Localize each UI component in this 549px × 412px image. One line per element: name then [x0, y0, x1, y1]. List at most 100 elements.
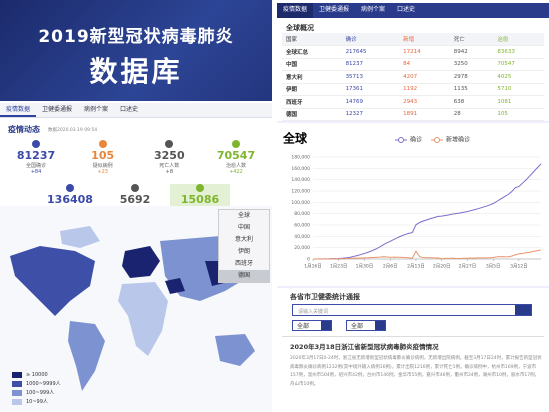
banner-subtitle: 数据库 [89, 55, 183, 88]
legend-swatch [12, 398, 22, 405]
select[interactable]: 全部 [292, 320, 332, 331]
y-tick-label: 40,000 [294, 234, 310, 240]
nav-item[interactable]: 卫健委通报 [319, 6, 350, 13]
x-tick-label: 2月27日 [459, 264, 477, 270]
y-tick-label: 0 [307, 257, 310, 263]
nav-item[interactable]: 病例个案 [361, 6, 386, 13]
table-cell: 意大利 [282, 70, 342, 84]
divider [277, 121, 549, 123]
dropdown-option[interactable]: 西班牙 [234, 260, 253, 267]
table-header: 国家 确诊 新增 死亡 治愈 [282, 33, 544, 46]
table-cell: 35713 [341, 70, 400, 84]
dropdown-option[interactable]: 意大利 [234, 236, 253, 243]
nav-item[interactable]: 病例个案 [84, 106, 109, 113]
region-dropdown[interactable]: 全球中国意大利伊朗西班牙德国 [218, 209, 270, 283]
bulletin-title: 各省市卫健委统计通报 [290, 293, 360, 301]
legend-item: ≥ 10000 [12, 370, 61, 379]
select-label: 全部 [297, 323, 310, 330]
nav-item[interactable]: 疫情数据 [277, 3, 314, 18]
search-placeholder: 请输入关键词 [298, 309, 329, 315]
table-cell: 中国 [282, 58, 342, 71]
stat: 81237 全国确诊 +84 [6, 140, 66, 175]
dynamics-title: 疫情动态 [8, 125, 40, 134]
nav-item[interactable]: 疫情数据 [0, 103, 37, 117]
table-cell: 3250 [449, 58, 494, 71]
header-cell: 确诊 [341, 33, 400, 46]
stat-icon [196, 184, 204, 192]
chart-title: 全球 [282, 131, 308, 146]
legend-label: 确诊 [410, 136, 422, 144]
nav-item[interactable]: 卫健委通报 [42, 106, 73, 113]
nav-item[interactable]: 口述史 [397, 6, 416, 13]
legend-item: 1000~9999人 [12, 379, 61, 388]
table-cell: 德国 [282, 108, 342, 121]
table-cell: 17361 [341, 83, 400, 96]
table-cell: 1081 [493, 95, 544, 109]
nav-item[interactable]: 口述史 [120, 106, 139, 113]
header-cell: 新增 [399, 33, 450, 46]
select[interactable]: 全部 [346, 320, 386, 331]
australia [215, 334, 255, 366]
dropdown-option[interactable]: 中国 [237, 224, 250, 231]
x-tick-label: 2月20日 [433, 264, 451, 270]
table-cell: 12327 [341, 108, 400, 121]
table-row: 中国 81237 84 3250 70547 [282, 58, 544, 71]
legend-label: 新增确诊 [446, 136, 470, 144]
y-tick-label: 140,000 [291, 177, 310, 183]
y-tick-label: 120,000 [291, 189, 310, 195]
map-legend: ≥ 10000 1000~9999人 100~999人 10~99人 [12, 370, 61, 406]
search-box[interactable]: 请输入关键词 [292, 304, 532, 316]
stat-icon [131, 184, 139, 192]
table-cell: 84 [399, 58, 450, 71]
stat-change: +84 [30, 169, 42, 175]
dropdown-option[interactable]: 全球 [237, 212, 250, 219]
stat: 136408 [40, 184, 100, 206]
y-tick-label: 100,000 [291, 200, 310, 206]
table-cell: 2978 [449, 70, 494, 84]
stat-change: +8 [165, 169, 173, 175]
legend-label: 1000~9999人 [26, 381, 61, 387]
table-cell: 全球汇总 [282, 45, 342, 59]
x-tick-label: 1月16日 [304, 264, 322, 270]
x-tick-label: 2月6日 [383, 264, 398, 270]
table-cell: 4025 [493, 70, 544, 84]
divider [282, 336, 544, 337]
stat-icon [231, 140, 240, 148]
stat: 5692 [105, 184, 165, 206]
select-label: 全部 [351, 323, 364, 330]
y-tick-label: 160,000 [291, 166, 310, 172]
stat-value: 81237 [16, 149, 56, 162]
stat-icon [98, 140, 107, 148]
banner: 2019新型冠状病毒肺炎 数据库 [0, 0, 272, 101]
legend-swatch [12, 389, 22, 396]
stat-label: 全国确诊 [25, 163, 46, 169]
table-cell: 17214 [399, 45, 450, 59]
table-cell: 70547 [493, 58, 544, 71]
stat: 105 疑似病例 +23 [73, 140, 133, 175]
legend-marker [434, 137, 440, 143]
table-cell: 105 [493, 108, 544, 121]
left-nav: 疫情数据 卫健委通报 病例个案 口述史 [0, 103, 272, 118]
dropdown-option[interactable]: 德国 [219, 270, 269, 282]
search-button[interactable] [515, 305, 531, 315]
dynamics-time: 数据2020.03.19 09:54 [48, 128, 98, 133]
dropdown-option[interactable]: 伊朗 [237, 248, 250, 255]
stat: 70547 治愈人数 +422 [206, 140, 266, 175]
right-nav: 疫情数据 卫健委通报 病例个案 口述史 [277, 3, 549, 18]
table-cell: 1891 [399, 108, 450, 121]
stat-label: 疑似病例 [92, 163, 113, 169]
stats2: 136408 5692 15086 [40, 184, 230, 206]
legend-item: 100~999人 [12, 388, 61, 397]
legend-label: 100~999人 [26, 390, 55, 396]
notice-title[interactable]: 2020年3月18日浙江省新型冠状病毒肺炎疫情情况 [290, 343, 439, 351]
europe [122, 246, 160, 278]
table-row: 伊朗 17361 1192 1135 5710 [282, 83, 544, 96]
stat-icon [66, 184, 74, 192]
header-cell: 国家 [282, 33, 342, 46]
table-cell: 638 [449, 95, 494, 109]
stat-value: 3250 [154, 149, 185, 162]
table-cell: 8942 [449, 45, 494, 59]
stat: 15086 [170, 184, 230, 206]
stat-value: 15086 [180, 193, 220, 206]
